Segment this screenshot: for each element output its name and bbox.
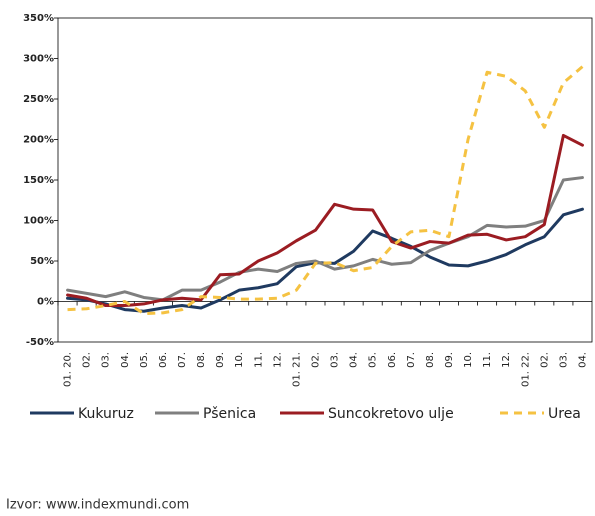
x-tick-label: 08. — [425, 352, 436, 368]
x-tick-label: 08. — [196, 352, 207, 368]
x-tick-label: 05. — [368, 352, 379, 368]
x-tick-label: 04. — [577, 352, 588, 368]
legend-item: Pšenica — [155, 406, 256, 422]
x-tick-label: 01. 21. — [291, 352, 302, 387]
x-tick-label: 02. — [82, 352, 93, 368]
source: Izvor: www.indexmundi.com — [6, 498, 189, 513]
x-tick-label: 07. — [406, 352, 417, 368]
x-tick-label: 07. — [177, 352, 188, 368]
x-tick-label: 10. — [234, 352, 245, 368]
legend-item: Urea — [500, 406, 581, 422]
x-tick-label: 02. — [539, 352, 550, 368]
y-tick-label: 50% — [30, 256, 54, 267]
x-tick-label: 03. — [558, 352, 569, 368]
legend-label: Suncokretovo ulje — [328, 406, 454, 422]
x-tick-label: 12. — [272, 352, 283, 368]
x-tick-label: 03. — [330, 352, 341, 368]
y-tick-label: 200% — [23, 135, 54, 146]
x-tick-label: 09. — [215, 352, 226, 368]
x-tick-label: 02. — [310, 352, 321, 368]
y-tick-label: 100% — [23, 216, 54, 227]
plot-frame — [57, 17, 593, 343]
series-line — [66, 207, 584, 313]
y-tick-label: 250% — [23, 94, 54, 105]
legend-label: Pšenica — [203, 406, 256, 422]
x-tick-label: 09. — [444, 352, 455, 368]
x-tick-label: 04. — [349, 352, 360, 368]
series-line — [67, 65, 584, 316]
y-tick-label: 150% — [23, 175, 54, 186]
legend-item: Kukuruz — [30, 406, 134, 422]
y-tick-label: 300% — [23, 54, 54, 65]
x-tick-label: 11. — [253, 352, 264, 368]
y-tick-label: 0% — [37, 297, 54, 308]
series-line — [66, 133, 584, 308]
legend-label: Kukuruz — [78, 406, 134, 422]
x-tick-label: 03. — [101, 352, 112, 368]
legend-label: Urea — [548, 406, 581, 422]
x-tick-label: 06. — [158, 352, 169, 368]
x-tick-label: 01. 22. — [520, 352, 531, 387]
legend-item: Suncokretovo ulje — [280, 406, 454, 422]
x-tick-label: 11. — [482, 352, 493, 368]
x-tick-label: 04. — [120, 352, 131, 368]
x-tick-label: 01. 20. — [63, 352, 74, 387]
x-tick-label: 05. — [139, 352, 150, 368]
x-tick-label: 12. — [501, 352, 512, 368]
y-tick-label: -50% — [26, 337, 54, 348]
y-tick-label: 350% — [23, 13, 54, 24]
x-tick-label: 06. — [387, 352, 398, 368]
series-line — [66, 176, 584, 302]
x-tick-label: 10. — [463, 352, 474, 368]
